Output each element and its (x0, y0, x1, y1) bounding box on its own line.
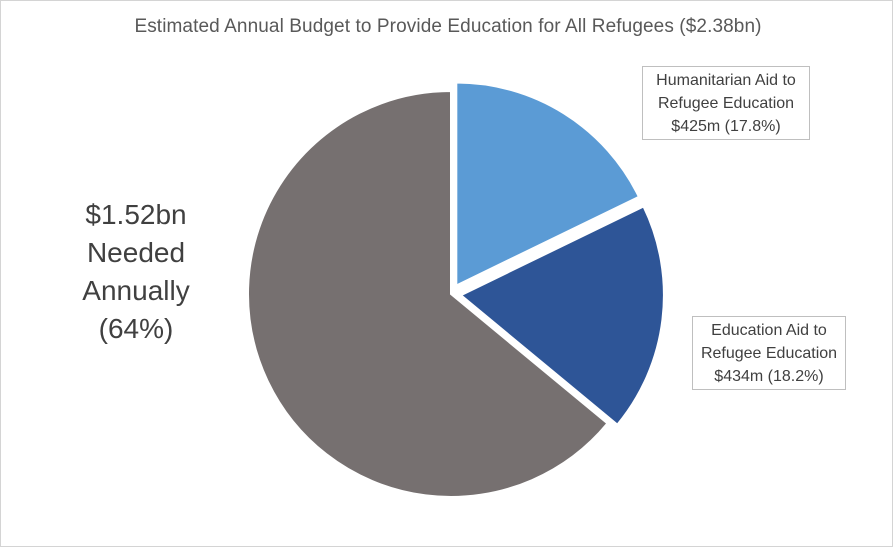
humanitarian-aid-label-line-1: Humanitarian Aid to (656, 72, 796, 89)
education-aid-label-line-1: Education Aid to (711, 322, 827, 339)
pie-slice-needed-annually (246, 89, 609, 498)
chart-title: Estimated Annual Budget to Provide Educa… (134, 16, 762, 37)
education-aid-label: Education Aid to Refugee Education $434m… (692, 316, 846, 390)
humanitarian-aid-label-line-2: Refugee Education (657, 95, 795, 112)
needed-annually-label-line-3: Annually (82, 275, 190, 306)
humanitarian-aid-label: Humanitarian Aid to Refugee Education $4… (642, 66, 810, 140)
needed-annually-label-line-2: Needed (86, 237, 186, 268)
education-aid-label-line-3: $434m (18.2%) (714, 368, 824, 385)
education-aid-label-line-2: Refugee Education (700, 345, 838, 362)
needed-annually-label-line-1: $1.52bn (85, 199, 187, 230)
pie-slice-humanitarian-aid (455, 81, 641, 288)
humanitarian-aid-label-line-3: $425m (17.8%) (671, 118, 781, 135)
needed-annually-label: $1.52bn Needed Annually (64%) (58, 196, 214, 348)
needed-annually-label-line-4: (64%) (98, 313, 174, 344)
pie-slice-education-aid (459, 205, 665, 426)
